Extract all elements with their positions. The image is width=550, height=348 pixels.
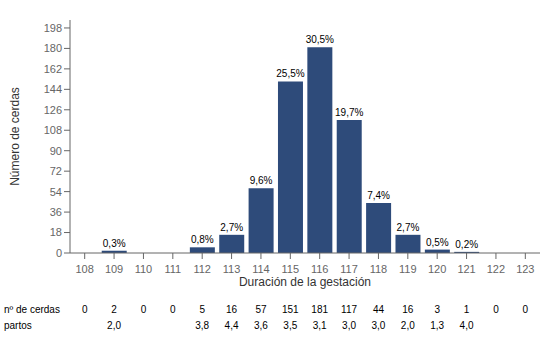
svg-text:117: 117	[340, 263, 358, 275]
svg-text:3,8: 3,8	[195, 320, 209, 331]
svg-text:nº de cerdas: nº de cerdas	[8, 304, 60, 315]
svg-text:2: 2	[111, 304, 117, 315]
svg-text:19,7%: 19,7%	[335, 107, 363, 118]
svg-text:119: 119	[399, 263, 417, 275]
svg-text:109: 109	[105, 263, 123, 275]
svg-text:3: 3	[434, 304, 440, 315]
svg-text:0,5%: 0,5%	[426, 237, 449, 248]
svg-text:16: 16	[226, 304, 238, 315]
svg-text:18: 18	[50, 226, 62, 238]
svg-text:0: 0	[82, 304, 88, 315]
svg-text:3,0: 3,0	[342, 320, 356, 331]
svg-text:3,0: 3,0	[371, 320, 385, 331]
svg-text:0: 0	[493, 304, 499, 315]
svg-text:123: 123	[516, 263, 534, 275]
svg-text:122: 122	[487, 263, 505, 275]
svg-text:16: 16	[402, 304, 414, 315]
svg-text:111: 111	[164, 263, 181, 275]
svg-text:57: 57	[255, 304, 267, 315]
svg-text:44: 44	[373, 304, 385, 315]
svg-text:7,4%: 7,4%	[367, 190, 390, 201]
svg-text:112: 112	[193, 263, 211, 275]
svg-text:Duración de la gestación: Duración de la gestación	[239, 275, 371, 289]
svg-text:3,6: 3,6	[254, 320, 268, 331]
svg-text:4,0: 4,0	[460, 320, 474, 331]
svg-text:114: 114	[252, 263, 270, 275]
svg-text:Número de cerdas: Número de cerdas	[8, 87, 22, 186]
svg-text:36: 36	[50, 206, 62, 218]
svg-text:2,0: 2,0	[401, 320, 415, 331]
svg-text:116: 116	[311, 263, 329, 275]
svg-text:162: 162	[44, 63, 62, 75]
svg-text:0,2%: 0,2%	[455, 239, 478, 250]
svg-text:1,3: 1,3	[430, 320, 444, 331]
svg-text:0: 0	[170, 304, 176, 315]
svg-text:121: 121	[457, 263, 475, 275]
svg-text:2,7%: 2,7%	[397, 222, 420, 233]
svg-text:72: 72	[50, 165, 62, 177]
svg-text:0: 0	[141, 304, 147, 315]
svg-text:4,4: 4,4	[225, 320, 239, 331]
svg-text:54: 54	[50, 186, 62, 198]
svg-text:1: 1	[464, 304, 470, 315]
svg-text:0,8%: 0,8%	[191, 234, 214, 245]
svg-text:5: 5	[199, 304, 205, 315]
svg-text:117: 117	[341, 304, 357, 315]
svg-text:25,5%: 25,5%	[276, 68, 304, 79]
svg-text:180: 180	[44, 42, 62, 54]
svg-text:151: 151	[282, 304, 299, 315]
svg-text:9,6%: 9,6%	[250, 175, 273, 186]
svg-text:2,0: 2,0	[107, 320, 121, 331]
svg-text:108: 108	[44, 124, 62, 136]
svg-text:108: 108	[76, 263, 94, 275]
svg-text:120: 120	[428, 263, 446, 275]
svg-text:181: 181	[311, 304, 328, 315]
svg-text:126: 126	[44, 104, 62, 116]
svg-text:0,3%: 0,3%	[103, 238, 126, 249]
svg-text:115: 115	[282, 263, 300, 275]
svg-text:0: 0	[523, 304, 529, 315]
svg-text:118: 118	[370, 263, 388, 275]
svg-text:partos: partos	[8, 320, 32, 331]
svg-text:110: 110	[135, 263, 153, 275]
svg-text:0: 0	[56, 247, 62, 259]
svg-text:3,5: 3,5	[283, 320, 297, 331]
svg-text:198: 198	[44, 22, 62, 34]
svg-text:90: 90	[50, 145, 62, 157]
svg-text:3,1: 3,1	[313, 320, 327, 331]
svg-text:2,7%: 2,7%	[220, 222, 243, 233]
svg-text:30,5%: 30,5%	[306, 34, 334, 45]
svg-text:144: 144	[44, 83, 62, 95]
svg-text:113: 113	[223, 263, 241, 275]
